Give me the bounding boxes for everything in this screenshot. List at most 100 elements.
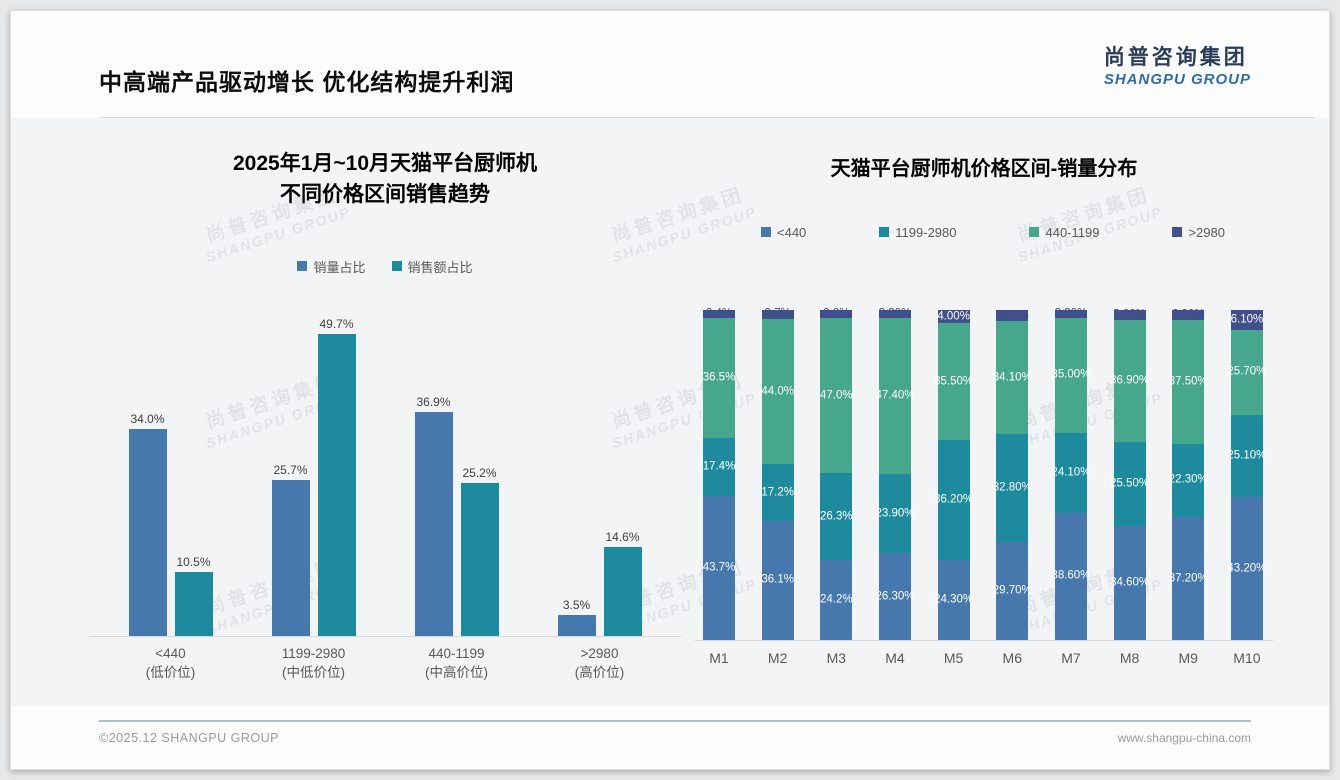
bar-segment: 3.00% bbox=[1113, 309, 1146, 320]
segment-value-label: 43.20% bbox=[1227, 561, 1267, 574]
segment-value-label: 43.7% bbox=[702, 561, 736, 574]
bar: 10.5% bbox=[174, 555, 213, 636]
bar-segment: 4.00% bbox=[937, 309, 970, 324]
bar-segment: 24.10% bbox=[1051, 433, 1090, 513]
month-label: M3 bbox=[826, 650, 847, 666]
bar-segment: 25.70% bbox=[1227, 329, 1266, 415]
segment-value-label: 17.4% bbox=[702, 460, 736, 473]
segment-value-label: 24.30% bbox=[934, 593, 974, 606]
segment-value-label: 36.90% bbox=[1110, 374, 1150, 387]
header: 中高端产品驱动增长 优化结构提升利润 尚普咨询集团 SHANGPU GROUP bbox=[11, 11, 1329, 117]
segment-value-label: 26.30% bbox=[875, 589, 915, 602]
stacked-bar: 34.60% 25.50% 36.90% 3.00% bbox=[1110, 309, 1149, 640]
bar-value-label: 49.7% bbox=[319, 316, 354, 331]
bar: 3.5% bbox=[557, 598, 596, 636]
segment-value-label: 29.70% bbox=[992, 584, 1032, 597]
bar-segment: 23.90% bbox=[875, 474, 914, 554]
segment-value-label: 4.00% bbox=[937, 309, 970, 322]
segment-value-label: 2.30% bbox=[1054, 307, 1088, 320]
bar-segment: 37.50% bbox=[1169, 319, 1208, 444]
bar-value-label: 25.7% bbox=[273, 462, 308, 477]
bar-group: 25.7% 49.7% bbox=[242, 317, 385, 636]
legend-swatch-icon bbox=[1172, 227, 1183, 237]
segment-value-label: 32.80% bbox=[992, 481, 1032, 494]
bar-group: 34.0% 10.5% bbox=[99, 412, 242, 636]
header-divider bbox=[99, 117, 1315, 118]
stacked-bar: 38.60% 24.10% 35.00% 2.30% bbox=[1051, 307, 1090, 640]
page-title: 中高端产品驱动增长 优化结构提升利润 bbox=[99, 69, 515, 95]
bar-segment: 2.6% bbox=[820, 308, 853, 319]
bar-segment: 24.2% bbox=[820, 560, 853, 640]
bar-segment: 22.30% bbox=[1169, 443, 1208, 518]
stacked-bar: 37.20% 22.30% 37.50% 2.90% bbox=[1169, 308, 1208, 640]
segment-value-label: 22.30% bbox=[1168, 473, 1208, 486]
month-label: M5 bbox=[943, 650, 964, 666]
bar: 25.2% bbox=[460, 466, 499, 636]
legend-label: >2980 bbox=[1188, 224, 1225, 240]
stacked-bar: 24.30% 36.20% 35.50% 4.00% bbox=[934, 309, 973, 640]
stacked-bar: 24.2% 26.3% 47.0% 2.6% bbox=[820, 308, 853, 640]
logo-chinese: 尚普咨询集团 bbox=[1103, 46, 1248, 69]
segment-value-label: 24.2% bbox=[820, 593, 853, 606]
stacked-bar: 43.20% 25.10% 25.70% 6.10% bbox=[1227, 309, 1266, 640]
segment-value-label: 2.30% bbox=[878, 307, 912, 320]
bar-group: 3.5% 14.6% bbox=[528, 530, 671, 636]
category-label: 440-1199 (中高价位) bbox=[425, 646, 488, 680]
bar-value-label: 25.2% bbox=[462, 465, 497, 480]
legend-swatch-icon bbox=[297, 261, 308, 271]
legend-swatch-icon bbox=[391, 261, 402, 271]
bar-value-label: 36.9% bbox=[416, 394, 451, 409]
segment-value-label: 35.00% bbox=[1051, 368, 1091, 381]
month-label: M6 bbox=[1002, 650, 1022, 666]
grouped-bar-plot: 34.0% 10.5% 25.7% 49.7% 36.9% 25.2% 3.5% 14.6% bbox=[89, 306, 681, 636]
bar-segment: 34.10% bbox=[993, 321, 1032, 434]
bar-segment: 43.7% bbox=[702, 495, 736, 640]
bar-segment: 35.50% bbox=[934, 323, 973, 441]
segment-value-label: 36.1% bbox=[761, 573, 794, 586]
bar-segment: 47.40% bbox=[875, 317, 914, 475]
legend-item: 440-1199 bbox=[1029, 225, 1099, 240]
segment-value-label: 35.50% bbox=[934, 375, 974, 388]
right-x-axis bbox=[695, 640, 1273, 641]
segment-value-label: 6.10% bbox=[1230, 313, 1264, 326]
slide: 中高端产品驱动增长 优化结构提升利润 尚普咨询集团 SHANGPU GROUP … bbox=[10, 10, 1330, 770]
legend-item: 销售额占比 bbox=[391, 257, 473, 276]
bar: 14.6% bbox=[603, 530, 642, 636]
segment-value-label: 37.50% bbox=[1168, 375, 1208, 388]
segment-value-label: 38.60% bbox=[1051, 569, 1091, 582]
footer-copyright: ©2025.12 SHANGPU GROUP bbox=[99, 731, 279, 745]
bar-segment: 25.10% bbox=[1227, 414, 1266, 498]
bar-value-label: 10.5% bbox=[176, 555, 211, 570]
bar-segment: 36.90% bbox=[1110, 319, 1149, 442]
bar-segment: 43.20% bbox=[1227, 497, 1266, 640]
segment-value-label: 44.0% bbox=[761, 384, 794, 397]
legend-swatch-icon bbox=[1029, 227, 1040, 237]
right-chart-title: 天猫平台厨师机价格区间-销量分布 bbox=[830, 158, 1138, 180]
bar-value-label: 34.0% bbox=[130, 412, 165, 427]
segment-value-label: 3.40% bbox=[995, 308, 1029, 321]
bar-segment: 2.7% bbox=[761, 308, 794, 319]
bar-segment: 47.0% bbox=[820, 318, 853, 474]
segment-value-label: 47.0% bbox=[820, 389, 853, 402]
footer: ©2025.12 SHANGPU GROUP www.shangpu-china… bbox=[99, 720, 1251, 745]
left-category-labels: <440 (低价位) 1199-2980 (中低价位) 440-1199 (中高价位) >2… bbox=[89, 644, 681, 682]
bar: 34.0% bbox=[128, 412, 167, 636]
month-label: M2 bbox=[767, 650, 788, 666]
legend-item: 1199-2980 bbox=[879, 225, 957, 240]
bar-segment: 34.60% bbox=[1110, 525, 1149, 640]
category-label: 1199-2980 (中低价位) bbox=[281, 646, 346, 680]
bar-segment: 36.5% bbox=[703, 317, 735, 439]
segment-value-label: 2.4% bbox=[705, 307, 733, 320]
stacked-bar-plot: 43.7% 17.4% 36.5% 2.4% 36.1% 17.2% 44.0% 2.7% 24… bbox=[695, 307, 1273, 640]
bar-value-label: 3.5% bbox=[562, 597, 591, 612]
segment-value-label: 34.10% bbox=[992, 370, 1032, 383]
segment-value-label: 17.2% bbox=[761, 485, 794, 498]
right-chart-panel: 天猫平台厨师机价格区间-销量分布 <440 1199-2980 440-1199 >2… bbox=[695, 118, 1273, 706]
left-chart-panel: 2025年1月~10月天猫平台厨师机 不同价格区间销售趋势 销量占比 销售额占比 … bbox=[89, 118, 681, 706]
right-chart-legend: <440 1199-2980 440-1199 >2980 bbox=[695, 222, 1273, 242]
bar-segment: 26.3% bbox=[820, 473, 853, 561]
bar-segment: 17.4% bbox=[702, 438, 736, 496]
bar-segment: 32.80% bbox=[993, 433, 1032, 542]
bar-value-label: 14.6% bbox=[605, 530, 640, 545]
segment-value-label: 2.90% bbox=[1171, 308, 1205, 321]
